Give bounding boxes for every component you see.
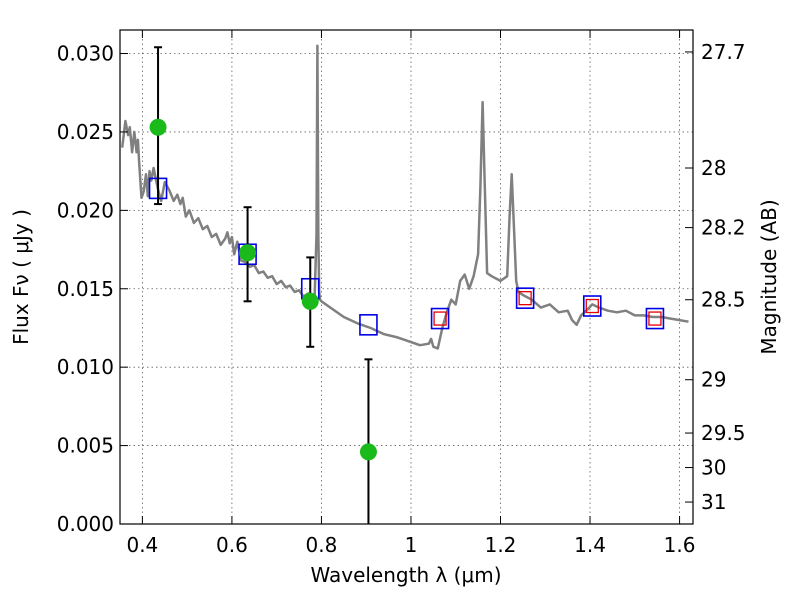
model-spectrum-line [120,44,689,350]
model-photometry-point [645,307,665,330]
x-tick-label: 0.6 [216,533,248,557]
measured-flux-point [239,244,257,262]
y-tick-label: 0.020 [57,198,114,222]
measured-flux-point [359,443,377,461]
magnitude-tick-label: 30 [701,456,726,480]
marker-layer [148,46,665,524]
photometry-red-point [518,291,532,306]
y-tick-label: 0.015 [57,277,114,301]
magnitude-tick-label: 28 [701,156,726,180]
y-axis-label: Flux Fν ( μJy ) [9,209,33,345]
magnitude-tick-label: 28.2 [701,216,746,240]
x-tick-label: 0.8 [306,533,338,557]
y-axis-right-label: Magnitude (AB) [757,199,781,354]
photometry-red-point [433,311,447,326]
x-tick-label: 1 [405,533,418,557]
photometry-red-point [648,311,662,326]
magnitude-tick-label: 31 [701,490,726,514]
axis-ticks: 0.4 0.6 0.8 1 1.2 1.4 1.6 0.000 0.005 0.010 0.015 0… [57,30,746,557]
magnitude-tick-label: 29 [701,368,726,392]
x-tick-label: 0.4 [126,533,158,557]
y-tick-label: 0.005 [57,434,114,458]
x-axis-label: Wavelength λ (μm) [310,563,501,587]
y-tick-label: 0.000 [57,512,114,536]
magnitude-tick-label: 27.7 [701,40,746,64]
y-tick-label: 0.010 [57,355,114,379]
model-photometry-point [515,287,535,309]
x-tick-label: 1.2 [485,533,517,557]
model-photometry-point [582,295,602,317]
x-tick-label: 1.4 [574,533,606,557]
magnitude-tick-label: 29.5 [701,421,746,445]
model-spectrum-layer [120,44,689,350]
photometry-red-point [585,298,599,314]
magnitude-tick-label: 28.5 [701,288,746,312]
plot-frame [119,29,694,525]
y-tick-label: 0.025 [57,120,114,144]
model-photometry-point [359,314,378,336]
y-tick-label: 0.030 [57,42,114,66]
x-tick-label: 1.6 [664,533,696,557]
measured-flux-point [149,118,167,136]
model-photometry-point [430,307,450,330]
measured-flux-point [301,292,319,310]
